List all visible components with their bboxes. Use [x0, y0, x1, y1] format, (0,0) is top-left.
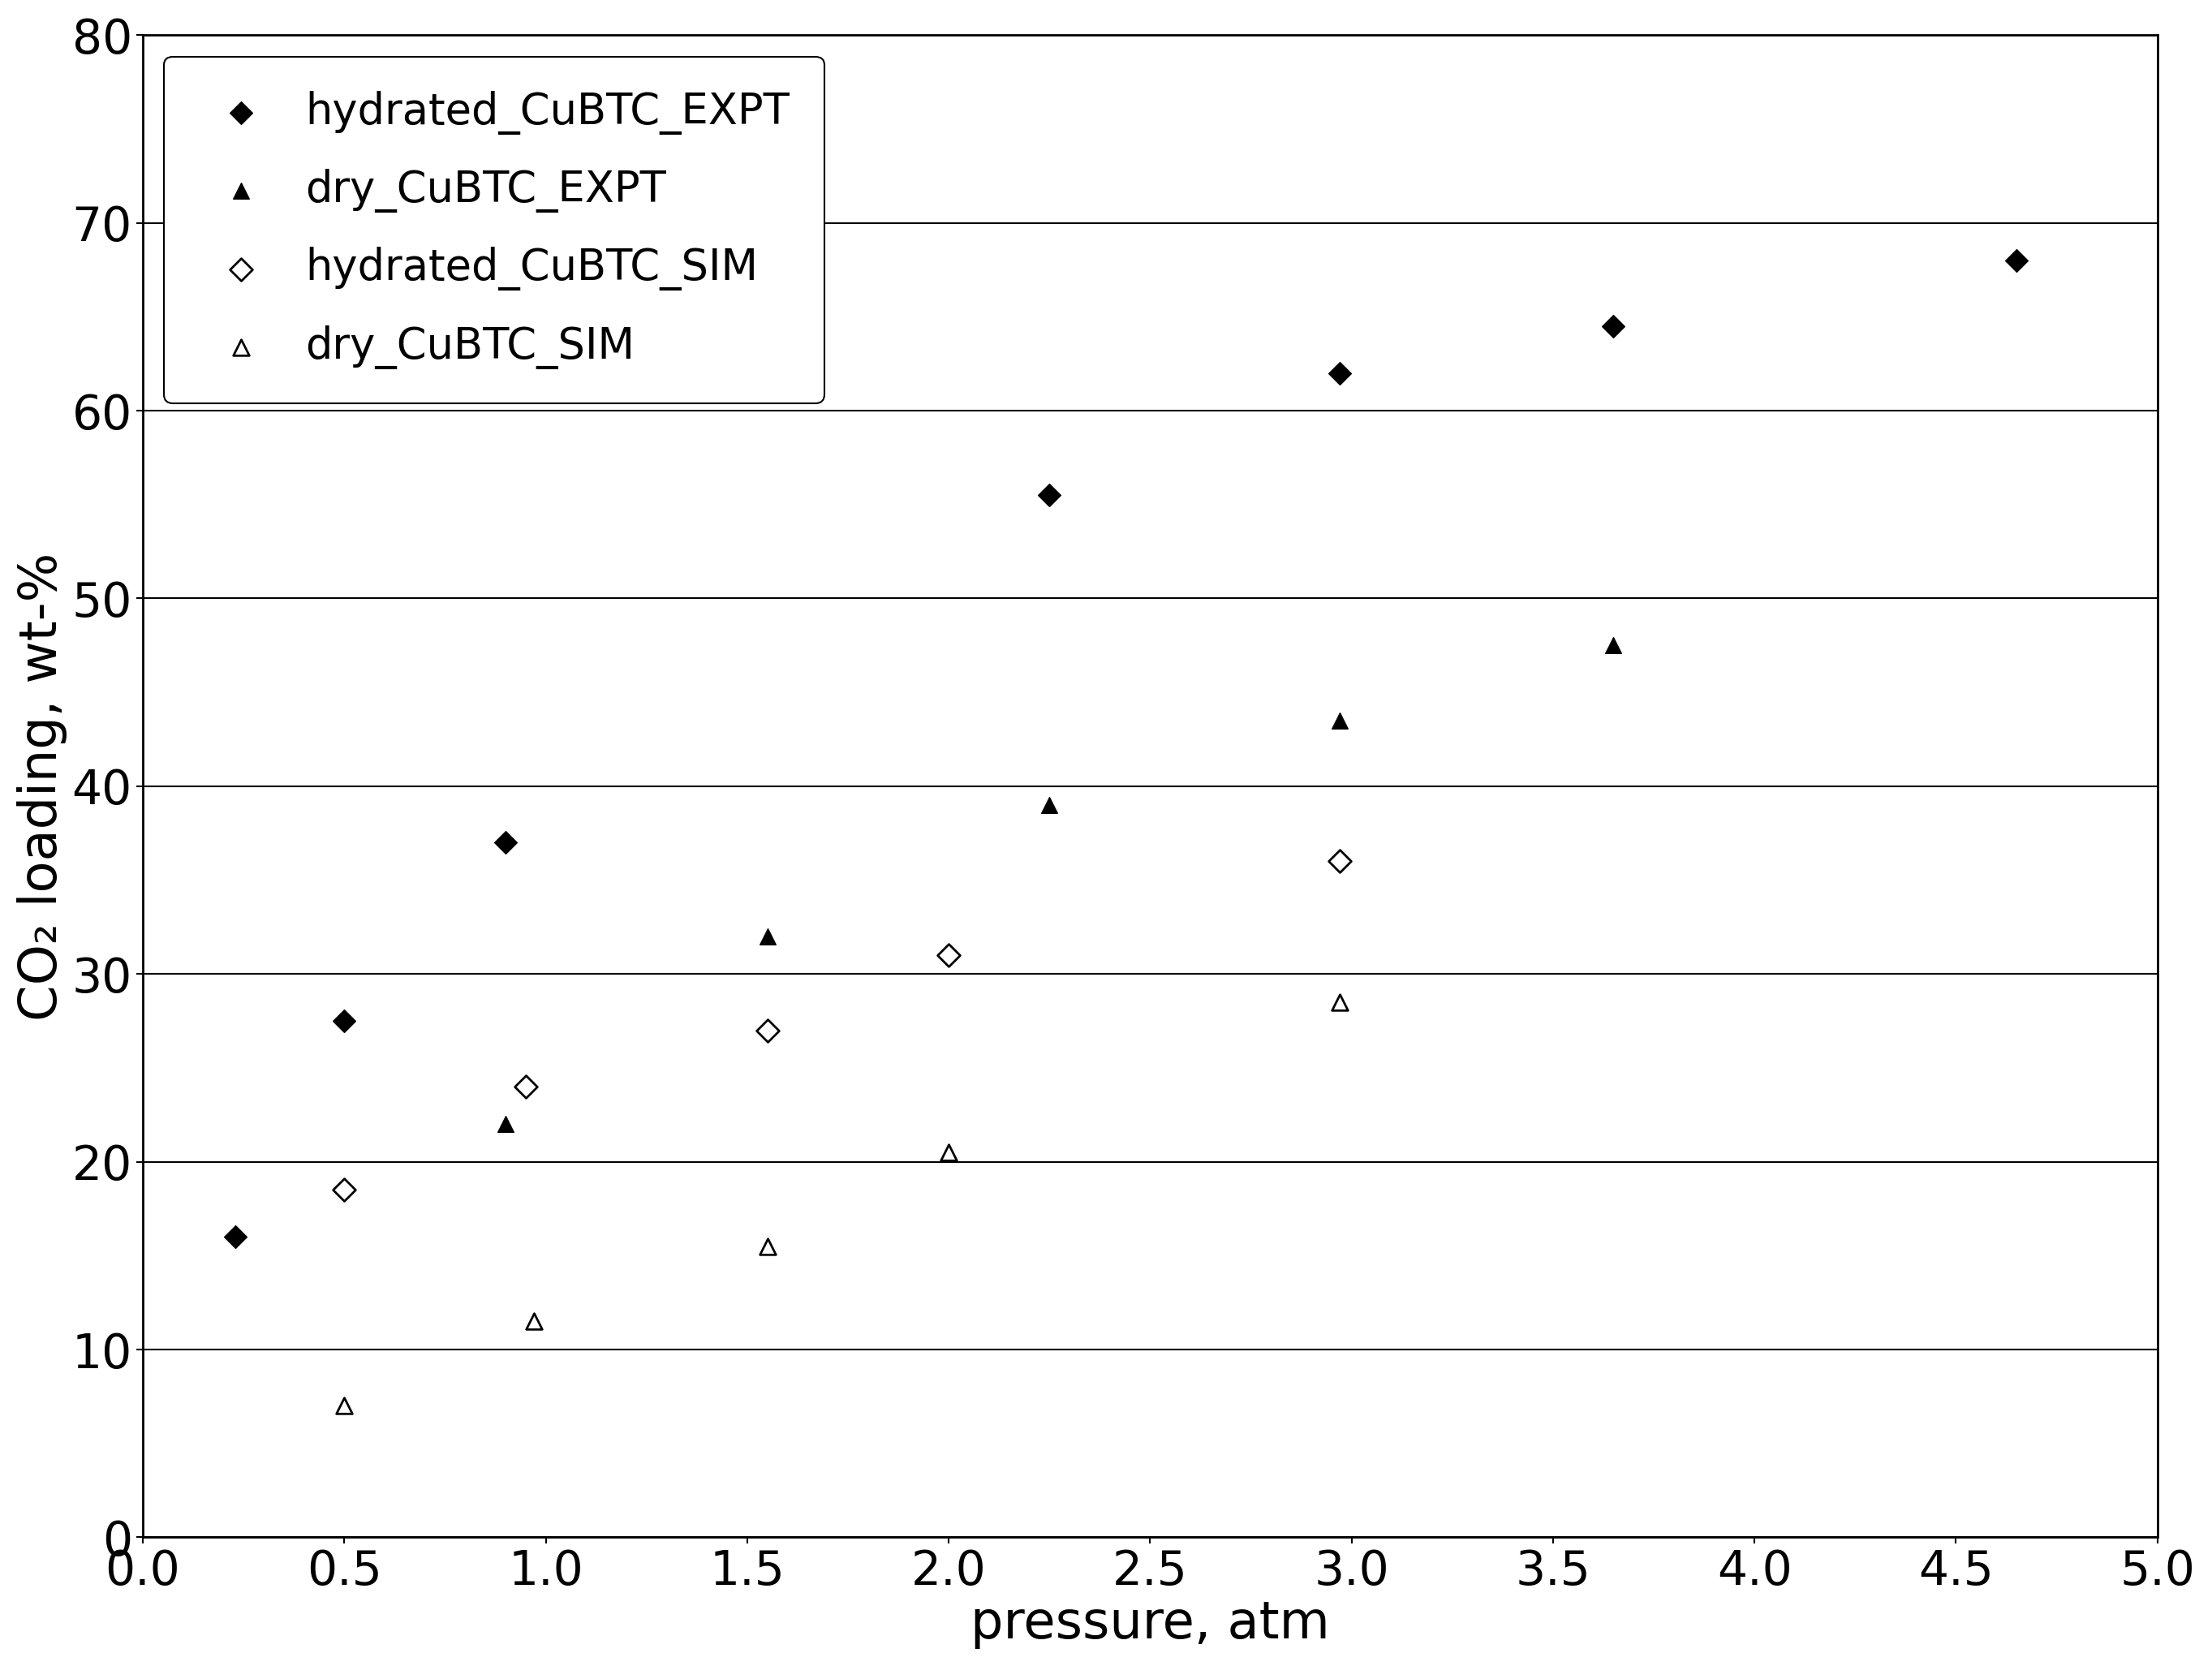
- hydrated_CuBTC_EXPT: [2000, 247, 2035, 273]
- hydrated_CuBTC_EXPT: [487, 830, 522, 856]
- dry_CuBTC_SIM: [515, 1308, 551, 1334]
- dry_CuBTC_EXPT: [750, 923, 785, 950]
- hydrated_CuBTC_EXPT: [1323, 360, 1358, 387]
- dry_CuBTC_EXPT: [1031, 791, 1066, 818]
- hydrated_CuBTC_EXPT: [1031, 481, 1066, 508]
- hydrated_CuBTC_SIM: [750, 1016, 785, 1043]
- dry_CuBTC_SIM: [750, 1233, 785, 1259]
- Y-axis label: CO₂ loading, wt-%: CO₂ loading, wt-%: [18, 551, 66, 1021]
- Legend: hydrated_CuBTC_EXPT, dry_CuBTC_EXPT, hydrated_CuBTC_SIM, dry_CuBTC_SIM: hydrated_CuBTC_EXPT, dry_CuBTC_EXPT, hyd…: [164, 57, 825, 403]
- dry_CuBTC_SIM: [327, 1393, 363, 1419]
- dry_CuBTC_EXPT: [1323, 706, 1358, 733]
- dry_CuBTC_SIM: [1323, 990, 1358, 1016]
- hydrated_CuBTC_EXPT: [327, 1008, 363, 1035]
- dry_CuBTC_SIM: [931, 1140, 967, 1166]
- hydrated_CuBTC_EXPT: [1595, 313, 1630, 340]
- dry_CuBTC_EXPT: [487, 1111, 522, 1138]
- hydrated_CuBTC_SIM: [1323, 848, 1358, 875]
- X-axis label: pressure, atm: pressure, atm: [971, 1599, 1329, 1649]
- hydrated_CuBTC_EXPT: [217, 1223, 252, 1250]
- hydrated_CuBTC_SIM: [327, 1176, 363, 1203]
- dry_CuBTC_EXPT: [1595, 631, 1630, 658]
- hydrated_CuBTC_SIM: [931, 941, 967, 968]
- hydrated_CuBTC_SIM: [509, 1073, 544, 1100]
